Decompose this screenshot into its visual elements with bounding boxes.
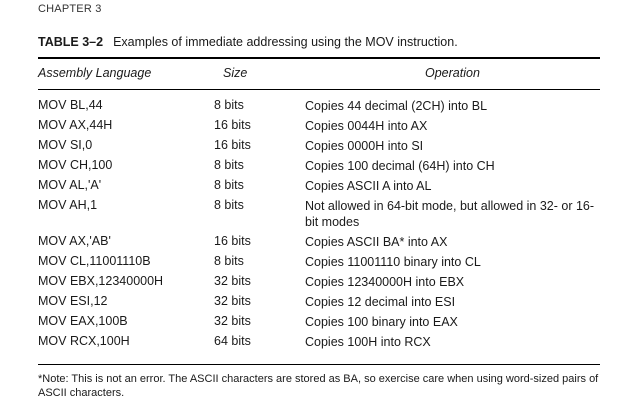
cell-assembly: MOV EBX,12340000H (38, 274, 164, 288)
cell-assembly: MOV BL,44 (38, 98, 103, 112)
cell-operation: Copies 0000H into SI (305, 139, 424, 153)
cell-size: 32 bits (214, 314, 251, 328)
table-header-row: Assembly Language Size Operation (38, 66, 600, 84)
cell-size: 16 bits (214, 234, 251, 248)
table-footnote: *Note: This is not an error. The ASCII c… (38, 373, 599, 399)
table-top-rule (38, 57, 600, 59)
cell-assembly: MOV ESI,12 (38, 294, 108, 308)
table-row: MOV RCX,100H 64 bits Copies 100H into RC… (38, 334, 600, 354)
cell-assembly: MOV AH,1 (38, 198, 98, 212)
table-bottom-rule (38, 364, 600, 365)
table-row: MOV BL,44 8 bits Copies 44 decimal (2CH)… (38, 98, 600, 118)
cell-size: 64 bits (214, 334, 251, 348)
cell-size: 8 bits (214, 98, 244, 112)
header-operation: Operation (425, 66, 480, 80)
cell-operation: Copies 44 decimal (2CH) into BL (305, 99, 488, 113)
table-row: MOV CH,100 8 bits Copies 100 decimal (64… (38, 158, 600, 178)
cell-size: 16 bits (214, 118, 251, 132)
cell-assembly: MOV CH,100 (38, 158, 113, 172)
cell-assembly: MOV AX,44H (38, 118, 113, 132)
cell-assembly: MOV RCX,100H (38, 334, 130, 348)
cell-operation: Copies 100H into RCX (305, 335, 431, 349)
table-row: MOV SI,0 16 bits Copies 0000H into SI (38, 138, 600, 158)
cell-operation: Copies 12 decimal into ESI (305, 295, 456, 309)
cell-operation: Copies 12340000H into EBX (305, 275, 465, 289)
cell-operation: Not allowed in 64-bit mode, but allowed … (305, 199, 595, 229)
cell-size: 32 bits (214, 294, 251, 308)
cell-assembly: MOV EAX,100B (38, 314, 128, 328)
table-row: MOV ESI,12 32 bits Copies 12 decimal int… (38, 294, 600, 314)
table-row: MOV AH,1 8 bits Not allowed in 64-bit mo… (38, 198, 600, 234)
table-row: MOV AX,'AB' 16 bits Copies ASCII BA* int… (38, 234, 600, 254)
cell-operation: Copies 100 binary into EAX (305, 315, 458, 329)
table-row: MOV AL,'A' 8 bits Copies ASCII A into AL (38, 178, 600, 198)
cell-operation: Copies 11001110 binary into CL (305, 255, 481, 269)
chapter-label: CHAPTER 3 (38, 3, 102, 15)
table-header-rule (38, 89, 600, 90)
table-row: MOV EBX,12340000H 32 bits Copies 1234000… (38, 274, 600, 294)
cell-size: 8 bits (214, 254, 244, 268)
cell-operation: Copies 100 decimal (64H) into CH (305, 159, 495, 173)
table-number: TABLE 3–2 (38, 35, 104, 49)
cell-size: 32 bits (214, 274, 251, 288)
cell-operation: Copies 0044H into AX (305, 119, 428, 133)
table-row: MOV AX,44H 16 bits Copies 0044H into AX (38, 118, 600, 138)
table-title: Examples of immediate addressing using t… (113, 35, 458, 49)
table-row: MOV EAX,100B 32 bits Copies 100 binary i… (38, 314, 600, 334)
cell-operation: Copies ASCII BA* into AX (305, 235, 448, 249)
cell-assembly: MOV AX,'AB' (38, 234, 111, 248)
cell-assembly: MOV AL,'A' (38, 178, 102, 192)
table-body: MOV BL,44 8 bits Copies 44 decimal (2CH)… (38, 98, 600, 354)
table-row: MOV CL,11001110B 8 bits Copies 11001110 … (38, 254, 600, 274)
cell-size: 8 bits (214, 158, 244, 172)
cell-size: 8 bits (214, 178, 244, 192)
cell-size: 8 bits (214, 198, 244, 212)
table-caption: TABLE 3–2 Examples of immediate addressin… (38, 35, 458, 49)
header-assembly-language: Assembly Language (38, 66, 152, 80)
cell-assembly: MOV SI,0 (38, 138, 93, 152)
cell-size: 16 bits (214, 138, 251, 152)
header-size: Size (223, 66, 248, 80)
cell-assembly: MOV CL,11001110B (38, 254, 151, 268)
cell-operation: Copies ASCII A into AL (305, 179, 432, 193)
